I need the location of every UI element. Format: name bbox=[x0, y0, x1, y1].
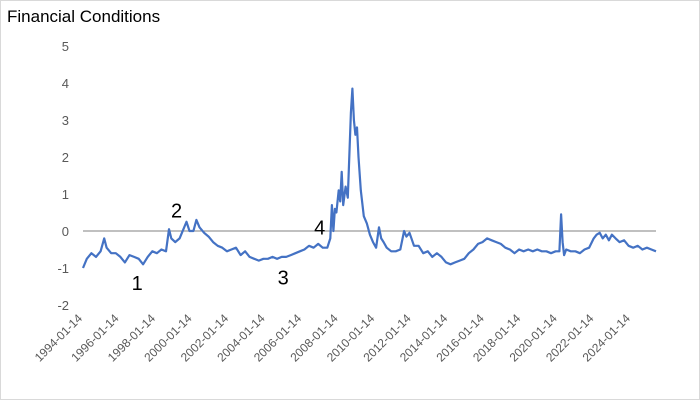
y-tick-label: 2 bbox=[62, 150, 69, 165]
y-tick-label: -1 bbox=[57, 261, 69, 276]
annotation-label-4: 4 bbox=[314, 217, 325, 239]
series-line-0 bbox=[81, 87, 657, 269]
annotation-label-2: 2 bbox=[171, 201, 182, 223]
y-tick-label: 5 bbox=[62, 39, 69, 54]
annotation-label-1: 1 bbox=[132, 273, 143, 295]
y-tick-label: 3 bbox=[62, 113, 69, 128]
y-tick-label: 4 bbox=[62, 76, 69, 91]
y-tick-label: 1 bbox=[62, 187, 69, 202]
chart-title: Financial Conditions bbox=[7, 7, 161, 26]
annotation-label-3: 3 bbox=[278, 267, 289, 289]
y-tick-label: 0 bbox=[62, 224, 69, 239]
y-tick-label: -2 bbox=[57, 298, 69, 313]
